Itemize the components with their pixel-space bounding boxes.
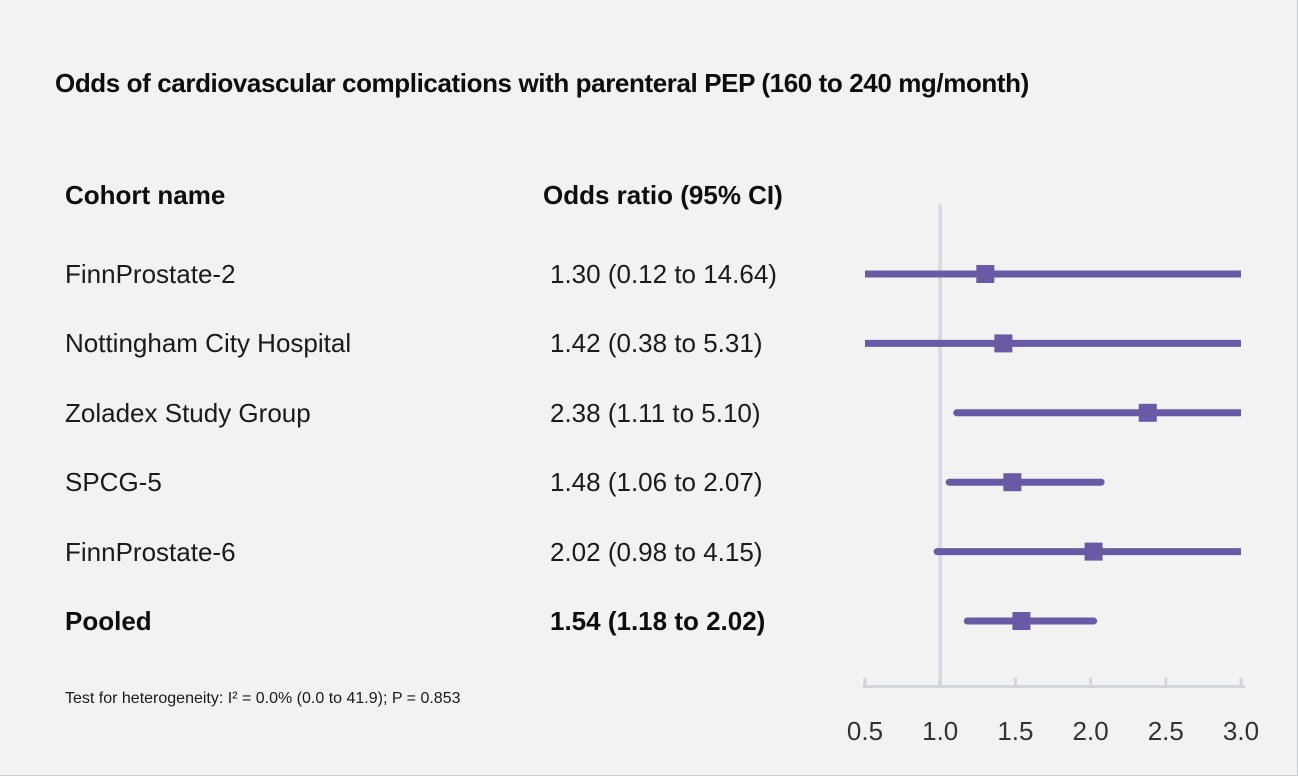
point-estimate-marker <box>1138 403 1157 422</box>
ci-line-end-cap <box>945 478 953 486</box>
x-axis-tick-label: 2.0 <box>1073 716 1109 746</box>
column-header-odds-ratio: Odds ratio (95% CI) <box>543 180 783 210</box>
ci-line-end-cap <box>963 617 971 625</box>
row-label-pooled: Pooled <box>65 606 152 636</box>
point-estimate-marker <box>976 265 995 283</box>
x-axis-tick-label: 3.0 <box>1223 716 1259 746</box>
x-axis-tick-label: 1.5 <box>997 716 1033 746</box>
x-axis-tick-label: 0.5 <box>847 716 883 746</box>
ci-line-end-cap <box>953 409 961 417</box>
row-odds-ratio-value: 2.38 (1.11 to 5.10) <box>550 397 761 428</box>
row-odds-ratio-value: 2.02 (0.98 to 4.15) <box>550 536 763 567</box>
chart-title: Odds of cardiovascular complications wit… <box>55 68 1029 98</box>
point-estimate-marker <box>1003 473 1022 492</box>
row-odds-ratio-value: 1.54 (1.18 to 2.02) <box>550 606 766 636</box>
x-axis-tick-label: 1.0 <box>922 716 958 746</box>
point-estimate-marker <box>994 334 1013 353</box>
row-label-cohort: Zoladex Study Group <box>65 397 311 428</box>
ci-line-end-cap <box>1090 617 1098 625</box>
ci-line-end-cap <box>933 548 941 556</box>
row-label-cohort: FinnProstate-2 <box>65 259 236 289</box>
column-header-cohort-name: Cohort name <box>65 180 226 210</box>
x-axis-tick-label: 2.5 <box>1148 716 1184 746</box>
row-label-cohort: FinnProstate-6 <box>65 536 236 567</box>
row-odds-ratio-value: 1.42 (0.38 to 5.31) <box>550 328 763 359</box>
row-label-cohort: Nottingham City Hospital <box>65 328 352 359</box>
row-label-cohort: SPCG-5 <box>65 467 162 498</box>
row-odds-ratio-value: 1.48 (1.06 to 2.07) <box>550 467 763 498</box>
heterogeneity-footnote: Test for heterogeneity: I² = 0.0% (0.0 t… <box>65 690 461 707</box>
row-odds-ratio-value: 1.30 (0.12 to 14.64) <box>550 259 777 289</box>
point-estimate-marker <box>1012 612 1031 630</box>
point-estimate-marker <box>1084 542 1103 561</box>
ci-line-end-cap <box>1097 478 1105 486</box>
